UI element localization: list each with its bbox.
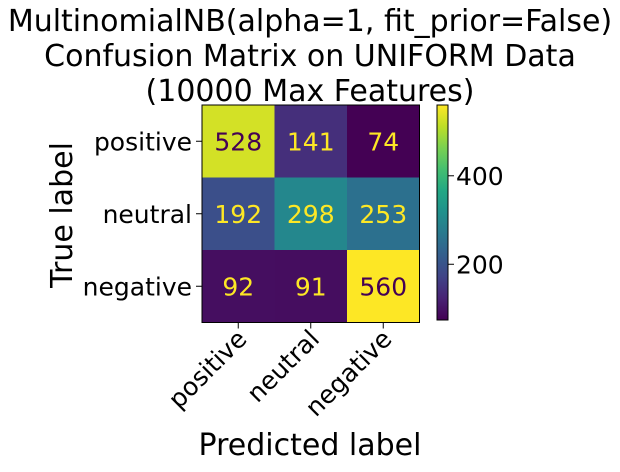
chart-title-line-2: Confusion Matrix on UNIFORM Data bbox=[44, 39, 576, 74]
chart-title-line-1: MultinomialNB(alpha=1, fit_prior=False) bbox=[8, 4, 612, 39]
cell-value-label: 253 bbox=[359, 200, 407, 229]
matrix-cell-negative-positive bbox=[202, 250, 275, 323]
cell-value-label: 91 bbox=[295, 272, 327, 301]
matrix-cell-positive-positive bbox=[202, 105, 275, 178]
cell-value-label: 192 bbox=[214, 200, 262, 229]
colorbar bbox=[436, 104, 449, 321]
matrix-cell-negative-negative bbox=[347, 250, 420, 323]
cell-value-label: 298 bbox=[287, 200, 335, 229]
x-tick-label-positive: positive bbox=[163, 324, 253, 414]
colorbar-tick-label: 400 bbox=[456, 162, 504, 191]
cell-value-label: 74 bbox=[367, 127, 399, 156]
x-axis-label: Predicted label bbox=[199, 428, 422, 463]
matrix-cell-neutral-positive bbox=[202, 177, 275, 251]
y-axis-ticks: positive neutral negative bbox=[83, 127, 202, 301]
colorbar-tick-label: 200 bbox=[456, 250, 504, 279]
cell-value-label: 92 bbox=[222, 272, 254, 301]
matrix-cell-neutral-negative bbox=[347, 177, 420, 251]
colorbar-ticks: 200 400 bbox=[448, 162, 504, 279]
chart-title-line-3: (10000 Max Features) bbox=[146, 74, 475, 109]
chart-title: MultinomialNB(alpha=1, fit_prior=False) … bbox=[8, 4, 612, 109]
matrix-cell-neutral-neutral bbox=[274, 177, 348, 251]
cell-value-label: 528 bbox=[214, 127, 262, 156]
matrix-cell-positive-negative bbox=[347, 105, 420, 178]
matrix-cell-negative-neutral bbox=[274, 250, 348, 323]
y-tick-label-neutral: neutral bbox=[103, 200, 192, 229]
matrix-cell-labels: 528 141 74 192 298 253 92 91 560 bbox=[214, 127, 407, 301]
matrix-cells bbox=[202, 105, 420, 323]
matrix-cell-positive-neutral bbox=[274, 105, 348, 178]
y-axis-label: True label bbox=[45, 142, 80, 289]
cell-value-label: 560 bbox=[359, 272, 407, 301]
y-tick-label-positive: positive bbox=[94, 127, 192, 156]
cell-value-label: 141 bbox=[287, 127, 335, 156]
y-tick-label-negative: negative bbox=[83, 272, 192, 301]
